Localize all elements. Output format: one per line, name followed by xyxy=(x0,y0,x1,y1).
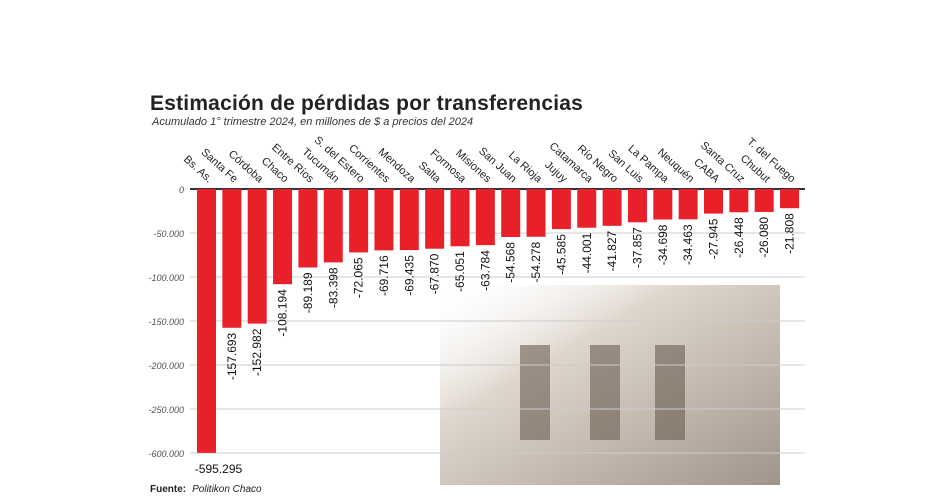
bar xyxy=(577,189,597,228)
y-tick-label: 0 xyxy=(179,185,184,195)
bar xyxy=(501,189,521,238)
bar xyxy=(704,189,723,214)
value-label: -27.945 xyxy=(707,218,721,259)
value-label: -83.398 xyxy=(326,267,340,308)
value-label: -63.784 xyxy=(478,250,492,291)
y-tick-label: -100.000 xyxy=(148,273,184,283)
value-label: -21.808 xyxy=(783,213,797,254)
value-label: -37.857 xyxy=(630,227,644,268)
value-label: -44.001 xyxy=(580,232,594,273)
value-label: -89.189 xyxy=(301,272,315,313)
value-label: -152.982 xyxy=(250,328,264,376)
bar xyxy=(273,189,293,285)
bar xyxy=(653,189,673,220)
value-label: -72.065 xyxy=(352,257,366,298)
value-label: -69.716 xyxy=(377,255,391,296)
chart-subtitle: Acumulado 1° trimestre 2024, en millones… xyxy=(152,116,474,128)
y-tick-label: -150.000 xyxy=(148,317,184,327)
bar xyxy=(425,189,445,249)
bar xyxy=(475,189,495,246)
source-note: Fuente: Politikon Chaco xyxy=(150,484,262,495)
y-tick-label: -50.000 xyxy=(153,229,184,239)
value-label: -45.585 xyxy=(554,234,568,275)
bar xyxy=(450,189,470,247)
source-text: Politikon Chaco xyxy=(192,484,262,495)
bar xyxy=(349,189,369,253)
bar xyxy=(222,189,242,328)
value-label: -108.194 xyxy=(276,289,290,337)
bar xyxy=(298,189,318,268)
value-label: -26.080 xyxy=(757,217,771,258)
bar xyxy=(754,189,774,212)
bar xyxy=(602,189,622,226)
value-label: -69.435 xyxy=(402,255,416,296)
value-label: -54.278 xyxy=(529,241,543,282)
bar xyxy=(729,189,749,213)
value-label: -41.827 xyxy=(605,230,619,271)
bar xyxy=(678,189,698,220)
value-label: -157.693 xyxy=(225,332,239,380)
value-label: -34.463 xyxy=(681,224,695,265)
value-label: -54.568 xyxy=(504,242,518,283)
y-tick-label: -250.000 xyxy=(148,405,184,415)
value-label: -34.698 xyxy=(656,224,670,265)
value-label: -26.448 xyxy=(732,217,746,258)
bar xyxy=(627,189,647,223)
bar xyxy=(374,189,394,251)
bar xyxy=(323,189,343,263)
bar xyxy=(399,189,419,251)
chart-title: Estimación de pérdidas por transferencia… xyxy=(150,92,584,115)
building-photo xyxy=(440,285,780,485)
value-label: -65.051 xyxy=(453,251,467,292)
bar xyxy=(247,189,267,324)
source-label: Fuente: xyxy=(150,484,187,495)
bar xyxy=(551,189,571,230)
value-label: -595.295 xyxy=(195,462,243,476)
bar xyxy=(526,189,546,237)
y-tick-label: -600.000 xyxy=(148,449,184,459)
value-label: -67.870 xyxy=(428,253,442,294)
y-tick-label: -200.000 xyxy=(148,361,184,371)
bar xyxy=(780,189,800,209)
bar xyxy=(197,189,216,453)
